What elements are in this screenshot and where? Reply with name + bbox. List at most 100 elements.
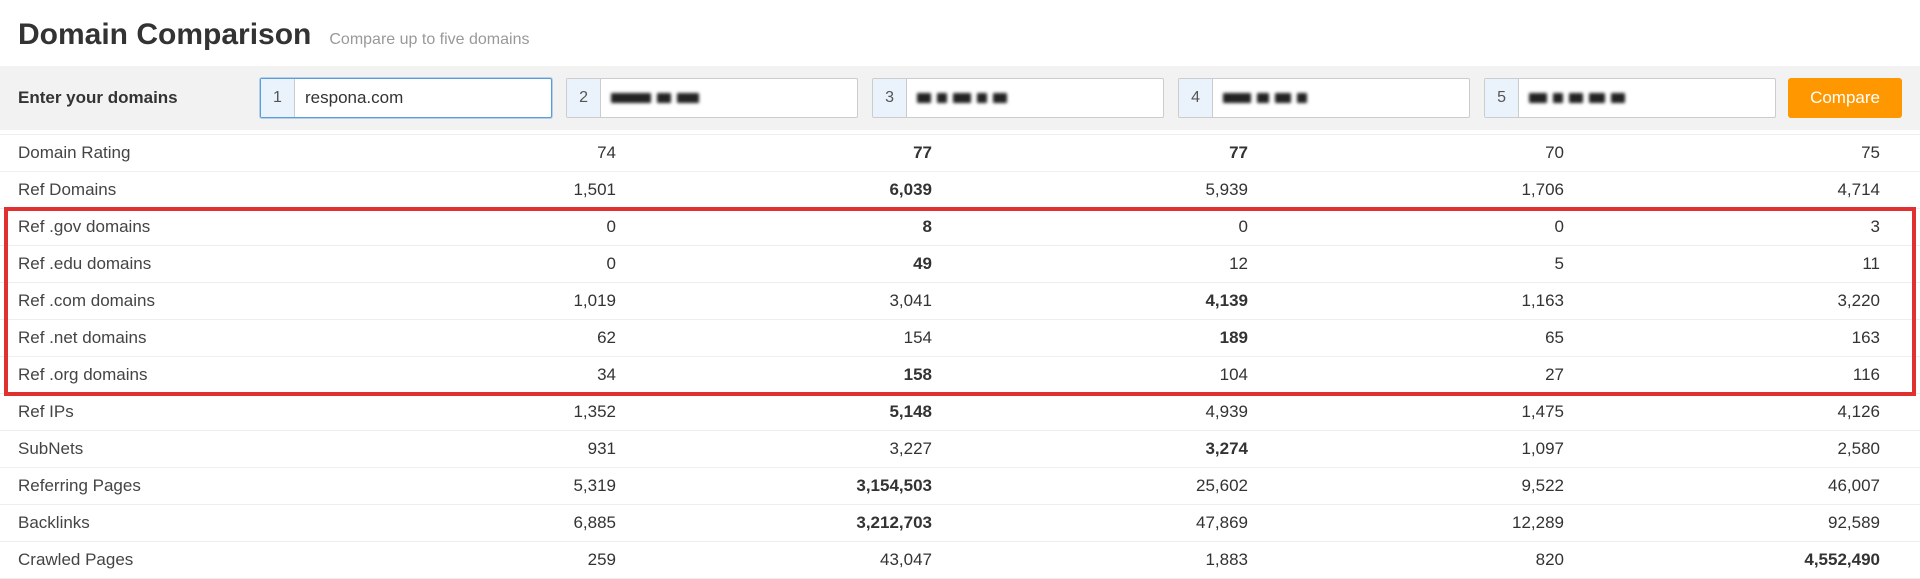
- domain-field-number: 4: [1179, 79, 1213, 117]
- domain-field-3[interactable]: 3: [872, 78, 1164, 118]
- metric-value: 5,939: [972, 172, 1288, 208]
- metric-label: Ref .edu domains: [0, 246, 340, 282]
- metric-value: 5: [1288, 246, 1604, 282]
- domain-input-redacted[interactable]: [601, 79, 857, 117]
- metric-value: 65: [1288, 320, 1604, 356]
- page-subtitle: Compare up to five domains: [329, 31, 529, 49]
- metric-value: 3,212,703: [656, 505, 972, 541]
- metric-label: Referring Pages: [0, 468, 340, 504]
- metric-value: 4,126: [1604, 394, 1920, 430]
- table-row: SubNets9313,2273,2741,0972,580: [0, 431, 1920, 468]
- metric-value: 0: [340, 246, 656, 282]
- table-row: Ref .net domains6215418965163: [0, 320, 1920, 357]
- metric-value: 34: [340, 357, 656, 393]
- metric-value: 0: [1288, 209, 1604, 245]
- metric-value: 1,352: [340, 394, 656, 430]
- input-bar-label: Enter your domains: [18, 88, 248, 108]
- metric-label: Ref IPs: [0, 394, 340, 430]
- metric-value: 75: [1604, 135, 1920, 171]
- metric-value: 116: [1604, 357, 1920, 393]
- metric-value: 0: [340, 209, 656, 245]
- table-row: Ref .org domains3415810427116: [0, 357, 1920, 394]
- metric-value: 4,714: [1604, 172, 1920, 208]
- metric-value: 25,602: [972, 468, 1288, 504]
- metric-value: 46,007: [1604, 468, 1920, 504]
- domain-input-redacted[interactable]: [907, 79, 1163, 117]
- domain-input-redacted[interactable]: [1519, 79, 1775, 117]
- metric-value: 3,227: [656, 431, 972, 467]
- metric-label: Ref .net domains: [0, 320, 340, 356]
- metric-value: 1,163: [1288, 283, 1604, 319]
- metric-value: 5,148: [656, 394, 972, 430]
- domain-field-4[interactable]: 4: [1178, 78, 1470, 118]
- domain-field-number: 1: [261, 79, 295, 117]
- metric-value: 2,580: [1604, 431, 1920, 467]
- table-row: Ref .edu domains04912511: [0, 246, 1920, 283]
- metric-value: 11: [1604, 246, 1920, 282]
- metric-value: 1,097: [1288, 431, 1604, 467]
- metric-value: 0: [972, 209, 1288, 245]
- metric-value: 70: [1288, 135, 1604, 171]
- table-row: Domain Rating7477777075: [0, 134, 1920, 172]
- metric-value: 4,552,490: [1604, 542, 1920, 578]
- domain-field-number: 2: [567, 79, 601, 117]
- metric-label: Ref Domains: [0, 172, 340, 208]
- metric-value: 154: [656, 320, 972, 356]
- metric-label: SubNets: [0, 431, 340, 467]
- metric-value: 49: [656, 246, 972, 282]
- metric-value: 259: [340, 542, 656, 578]
- metric-value: 43,047: [656, 542, 972, 578]
- metric-value: 1,706: [1288, 172, 1604, 208]
- comparison-table: Domain Rating7477777075Ref Domains1,5016…: [0, 134, 1920, 579]
- table-row: Backlinks6,8853,212,70347,86912,28992,58…: [0, 505, 1920, 542]
- table-row: Ref IPs1,3525,1484,9391,4754,126: [0, 394, 1920, 431]
- metric-label: Domain Rating: [0, 135, 340, 171]
- metric-value: 3,220: [1604, 283, 1920, 319]
- metric-value: 3: [1604, 209, 1920, 245]
- metric-value: 6,039: [656, 172, 972, 208]
- metric-label: Ref .com domains: [0, 283, 340, 319]
- page-title: Domain Comparison: [18, 18, 311, 52]
- table-row: Ref .com domains1,0193,0414,1391,1633,22…: [0, 283, 1920, 320]
- metric-value: 9,522: [1288, 468, 1604, 504]
- table-row: Ref .gov domains08003: [0, 209, 1920, 246]
- metric-label: Ref .gov domains: [0, 209, 340, 245]
- metric-value: 47,869: [972, 505, 1288, 541]
- metric-value: 820: [1288, 542, 1604, 578]
- metric-value: 163: [1604, 320, 1920, 356]
- metric-value: 74: [340, 135, 656, 171]
- metric-label: Crawled Pages: [0, 542, 340, 578]
- domain-field-2[interactable]: 2: [566, 78, 858, 118]
- metric-value: 3,041: [656, 283, 972, 319]
- table-row: Ref Domains1,5016,0395,9391,7064,714: [0, 172, 1920, 209]
- domain-field-number: 5: [1485, 79, 1519, 117]
- table-row: Referring Pages5,3193,154,50325,6029,522…: [0, 468, 1920, 505]
- domain-field-5[interactable]: 5: [1484, 78, 1776, 118]
- table-row: Crawled Pages25943,0471,8838204,552,490: [0, 542, 1920, 579]
- compare-button[interactable]: Compare: [1788, 78, 1902, 118]
- domain-inputs-container: 1 2 34 5: [260, 78, 1776, 118]
- metric-value: 4,139: [972, 283, 1288, 319]
- domain-input[interactable]: [295, 79, 551, 117]
- metric-value: 77: [656, 135, 972, 171]
- domain-input-redacted[interactable]: [1213, 79, 1469, 117]
- metric-label: Backlinks: [0, 505, 340, 541]
- metric-value: 5,319: [340, 468, 656, 504]
- metric-value: 6,885: [340, 505, 656, 541]
- comparison-table-wrap: Domain Rating7477777075Ref Domains1,5016…: [0, 134, 1920, 579]
- metric-value: 77: [972, 135, 1288, 171]
- metric-value: 1,475: [1288, 394, 1604, 430]
- metric-value: 104: [972, 357, 1288, 393]
- metric-value: 12: [972, 246, 1288, 282]
- domain-field-1[interactable]: 1: [260, 78, 552, 118]
- metric-label: Ref .org domains: [0, 357, 340, 393]
- metric-value: 62: [340, 320, 656, 356]
- metric-value: 3,274: [972, 431, 1288, 467]
- metric-value: 8: [656, 209, 972, 245]
- page-header: Domain Comparison Compare up to five dom…: [0, 0, 1920, 66]
- metric-value: 3,154,503: [656, 468, 972, 504]
- metric-value: 1,019: [340, 283, 656, 319]
- metric-value: 27: [1288, 357, 1604, 393]
- metric-value: 92,589: [1604, 505, 1920, 541]
- metric-value: 12,289: [1288, 505, 1604, 541]
